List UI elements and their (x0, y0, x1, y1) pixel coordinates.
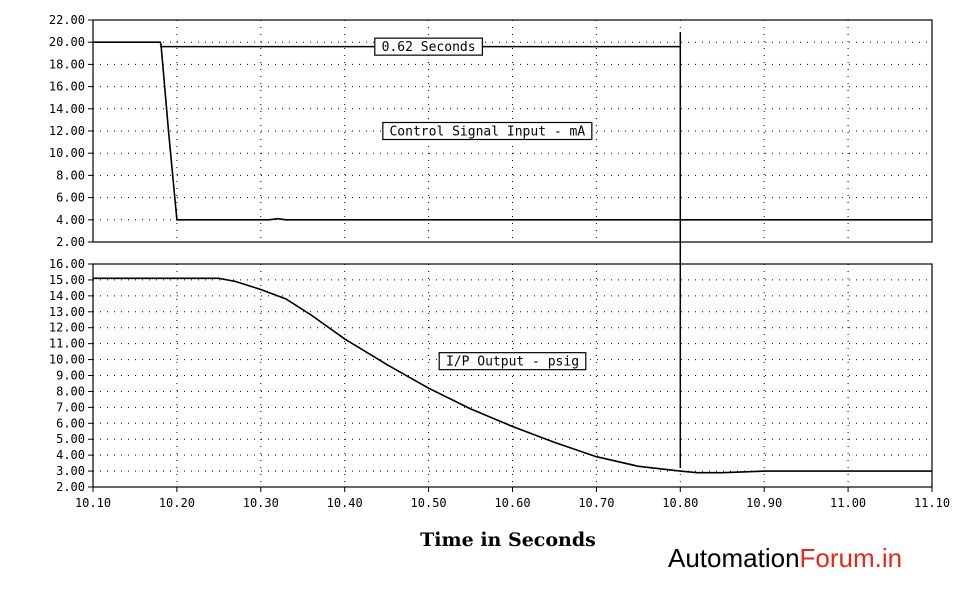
y-tick-label: 2.00 (56, 480, 85, 494)
y-tick-label: 2.00 (56, 235, 85, 249)
brand-logo: AutomationForum.in (668, 543, 902, 573)
x-tick-label: 11.10 (914, 496, 950, 510)
annotation-label: Control Signal Input - mA (389, 125, 585, 140)
y-tick-label: 11.00 (49, 337, 85, 351)
y-tick-label: 10.00 (49, 146, 85, 160)
y-tick-label: 4.00 (56, 213, 85, 227)
y-tick-label: 8.00 (56, 168, 85, 182)
x-tick-label: 10.40 (327, 496, 363, 510)
y-tick-label: 4.00 (56, 448, 85, 462)
y-tick-label: 14.00 (49, 102, 85, 116)
y-tick-label: 6.00 (56, 416, 85, 430)
x-tick-label: 10.20 (159, 496, 195, 510)
x-tick-label: 10.10 (75, 496, 111, 510)
y-tick-label: 16.00 (49, 80, 85, 94)
y-tick-label: 8.00 (56, 384, 85, 398)
annotation-box (382, 121, 593, 141)
y-tick-label: 13.00 (49, 305, 85, 319)
x-tick-label: 10.30 (243, 496, 279, 510)
series-line (93, 277, 932, 474)
y-tick-label: 18.00 (49, 57, 85, 71)
series-line (93, 41, 932, 221)
x-tick-label: 10.60 (494, 496, 530, 510)
x-tick-label: 10.80 (662, 496, 698, 510)
y-tick-label: 7.00 (56, 400, 85, 414)
x-tick-label: 10.50 (411, 496, 447, 510)
y-tick-label: 22.00 (49, 13, 85, 27)
x-axis: 10.10 10.20 10.30 10.40 10.50 10.60 10.70 10.80… (75, 487, 950, 510)
annotation-label: I/P Output - psig (446, 355, 579, 370)
brand-part-2: Forum.in (800, 543, 903, 573)
y-tick-label: 3.00 (56, 464, 85, 478)
y-tick-label: 9.00 (56, 369, 85, 383)
y-tick-label: 16.00 (49, 257, 85, 271)
y-tick-label: 20.00 (49, 35, 85, 49)
y-tick-label: 10.00 (49, 353, 85, 367)
bottom-panel: 2.00 3.00 4.00 5.00 6.00 7.00 8.009.00 10.00 11.… (49, 257, 933, 494)
x-tick-label: 10.90 (746, 496, 782, 510)
x-tick-label: 10.70 (578, 496, 614, 510)
y-tick-label: 12.00 (49, 321, 85, 335)
x-axis-label: Time in Seconds (420, 529, 596, 551)
y-tick-label: 5.00 (56, 432, 85, 446)
x-tick-label: 11.00 (830, 496, 866, 510)
annotation-box (374, 37, 483, 56)
y-tick-label: 14.00 (49, 289, 85, 303)
annotation-label: 0.62 Seconds (382, 40, 476, 55)
annotation-box (438, 352, 587, 371)
top-panel: 2.00 4.00 6.00 8.00 10.00 12.00 14.00 16.00 18.0… (49, 13, 933, 249)
y-tick-label: 15.00 (49, 273, 85, 287)
y-tick-label: 6.00 (56, 191, 85, 205)
y-tick-label: 12.00 (49, 124, 85, 138)
brand-part-1: Automation (668, 543, 800, 573)
